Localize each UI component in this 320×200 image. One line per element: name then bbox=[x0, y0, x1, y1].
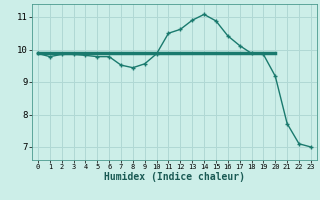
X-axis label: Humidex (Indice chaleur): Humidex (Indice chaleur) bbox=[104, 172, 245, 182]
